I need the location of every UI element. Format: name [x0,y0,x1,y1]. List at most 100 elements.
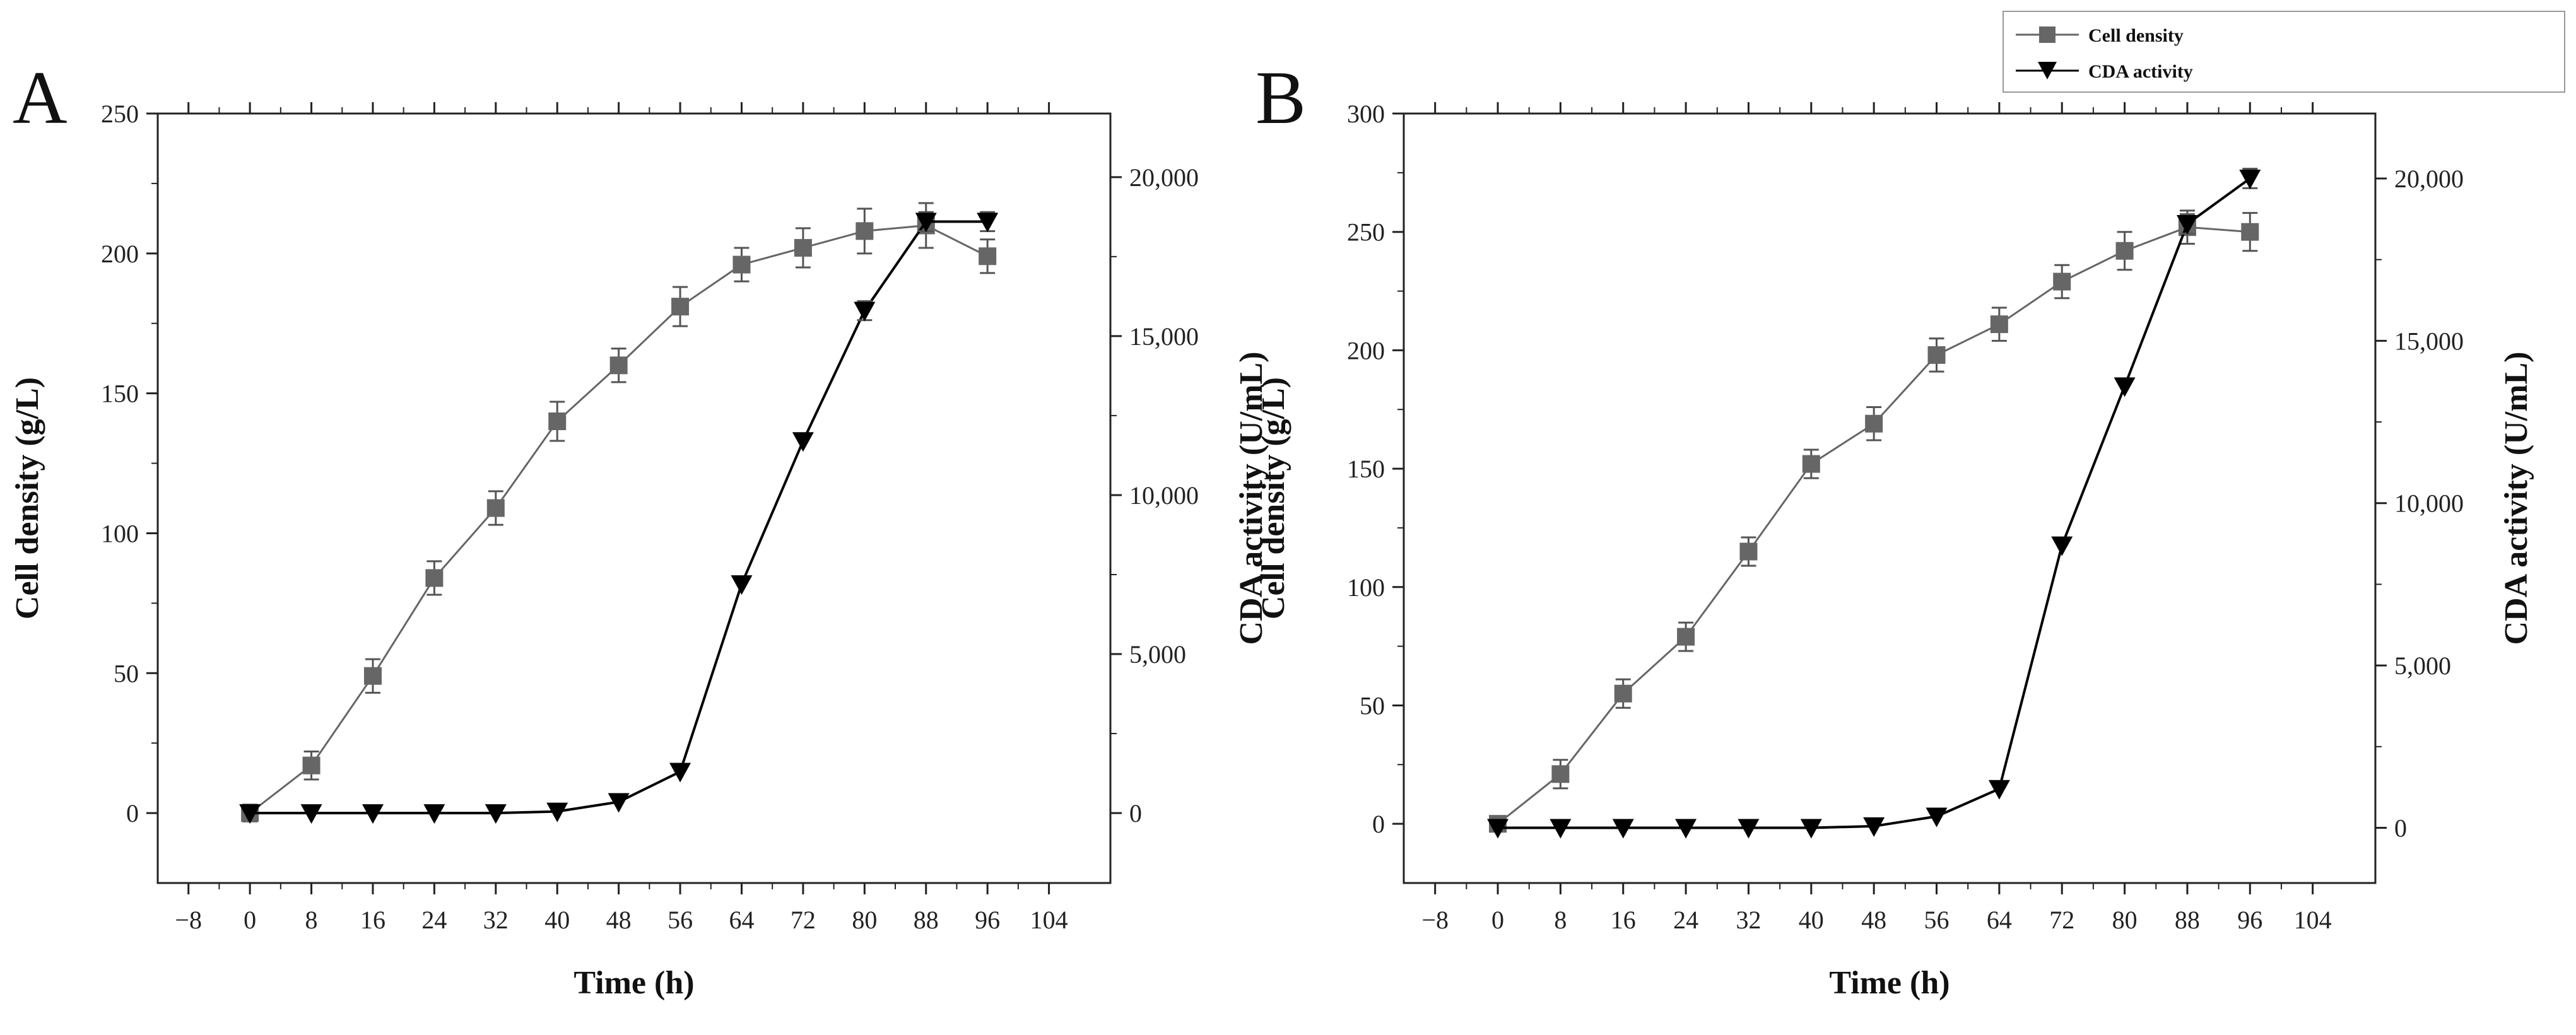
data-point-triangle [1738,819,1760,839]
data-point-triangle [362,804,384,824]
data-point-square [979,247,997,266]
x-tick-label: 16 [360,906,385,934]
y2-tick-label: 5,000 [1129,640,1186,669]
data-point-triangle [1863,817,1885,837]
data-point-triangle [423,804,445,824]
x-tick-label: 0 [244,906,256,934]
data-point-triangle [2176,215,2198,235]
legend-label: Cell density [2088,25,2184,46]
x-tick-label: 80 [2112,906,2138,934]
x-tick-label: 72 [2049,906,2074,934]
y2-tick-label: 5,000 [2394,652,2451,680]
data-point-square [1677,628,1695,646]
data-point-square [1551,765,1570,783]
x-tick-label: 40 [1799,906,1824,934]
x-tick-label: 24 [1673,906,1698,934]
y-tick-label: 0 [126,799,139,827]
data-point-square [1865,414,1883,433]
data-point-square [1614,684,1632,703]
y-tick-label: 250 [1347,218,1385,247]
x-axis-title: Time (h) [573,965,694,1001]
y2-tick-label: 0 [2394,814,2407,842]
data-point-square [363,667,382,685]
y-tick-label: 200 [101,240,139,268]
y-axis-right: 0 5,000 10,000 15,000 20,000 [1110,163,1199,827]
legend-label: CDA activity [2088,61,2193,82]
y-axis-left: 0 50 100 150 200 250 [101,100,158,827]
data-point-triangle [1675,819,1697,839]
x-tick-label: 88 [914,906,939,934]
plot-frame [1403,112,2377,884]
y-axis-left: 0 50 100 150 200 250 300 [1347,100,1404,838]
data-point-square [302,756,321,775]
x-tick-label: 8 [305,906,318,934]
legend-box [2003,11,2565,93]
y2-axis-title: CDA activity (U/mL) [2498,351,2534,645]
x-tick-label: 104 [2294,906,2332,934]
data-point-triangle [239,804,261,824]
x-tick-label: 32 [1736,906,1761,934]
x-tick-label: 8 [1554,906,1567,934]
data-point-square [548,412,567,430]
series-cda-activity [1487,168,2261,839]
x-tick-label: 32 [483,906,509,934]
legend-entry-cell-density: Cell density [2016,25,2184,46]
x-tick-label: 104 [1030,906,1068,934]
data-point-square [1990,315,2008,334]
data-point-triangle [915,213,937,233]
y-axis-title: Cell density (g/L) [9,377,45,619]
legend-triangle-marker [2038,62,2057,79]
y-tick-label: 50 [1360,691,1385,720]
data-point-square [425,569,444,587]
y-tick-label: 150 [1347,455,1385,483]
data-point-triangle [1550,819,1572,839]
y2-tick-label: 0 [1129,799,1142,827]
data-point-triangle [1926,807,1948,827]
y-axis-title: Cell density (g/L) [1256,377,1291,619]
data-point-triangle [1487,819,1509,839]
x-tick-label: 64 [1987,906,2012,934]
y-axis-right: 0 5,000 10,000 15,000 20,000 [2375,165,2464,842]
panel-letter: B [1256,56,1306,139]
y2-tick-label: 15,000 [2394,327,2464,355]
x-tick-label: 48 [1861,906,1886,934]
series-line [1497,226,2250,825]
data-point-triangle [546,802,568,822]
x-tick-label: 80 [852,906,877,934]
x-tick-label: −8 [175,906,202,934]
legend-square-marker [2039,26,2056,43]
data-point-square [486,499,505,517]
series-cell-density [1489,209,2259,833]
y-tick-label: 100 [101,519,139,547]
data-point-square [1739,542,1758,561]
series-layer [1487,168,2261,839]
x-tick-label: 96 [2237,906,2262,934]
data-point-square [732,255,751,274]
series-cda-activity [239,211,999,824]
y-tick-label: 150 [101,380,139,408]
data-point-triangle [300,804,322,824]
data-point-triangle [669,763,691,783]
data-point-triangle [485,804,507,824]
x-tick-label: 56 [1924,906,1950,934]
panel-letter: A [13,56,68,139]
x-tick-label: 16 [1611,906,1636,934]
x-tick-label: 96 [975,906,1000,934]
x-tick-label: 48 [606,906,632,934]
plot-frame [156,112,1112,884]
legend-entry-cda-activity: CDA activity [2016,61,2193,82]
data-point-triangle [792,432,814,452]
data-point-square [609,356,628,375]
data-point-square [2115,242,2134,260]
y2-tick-label: 20,000 [1129,163,1199,192]
data-point-triangle [1988,780,2010,800]
data-point-square [2053,272,2071,291]
y2-tick-label: 20,000 [2394,165,2464,193]
y-tick-label: 250 [101,100,139,128]
x-axis-title: Time (h) [1829,965,1950,1001]
y-tick-label: 0 [1372,810,1385,838]
y-tick-label: 100 [1347,573,1385,602]
legend: Cell density CDA activity [2003,11,2565,93]
series-line [250,220,988,815]
